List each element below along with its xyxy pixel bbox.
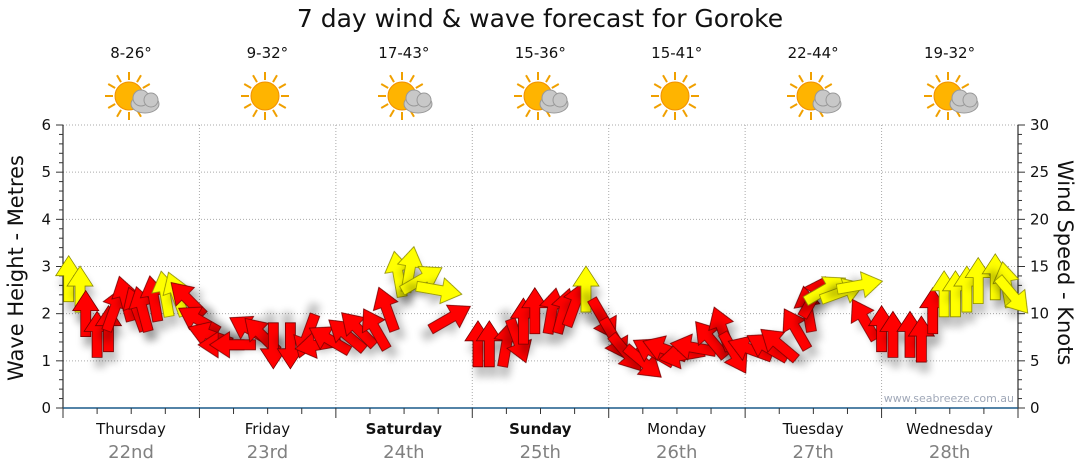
wind-arrow [521,287,549,335]
y-tick-label-right: 15 [1030,258,1049,276]
wind-arrow [361,308,392,352]
day-temperature: 15-41° [651,44,703,62]
wind-arrow [259,322,288,370]
y-tick-label-right: 30 [1030,116,1049,134]
day-temperature: 15-36° [514,44,566,62]
wind-arrow [993,274,1029,314]
y-tick-label-left: 2 [41,305,51,323]
day-date: 24th [383,442,425,463]
watermark: www.seabreeze.com.au [884,392,1014,405]
day-name: Sunday [509,420,572,438]
partly-cloudy-icon [514,72,569,120]
partly-cloudy-icon [377,72,433,120]
day-date: 22nd [108,442,154,463]
y-tick-label-right: 5 [1030,352,1040,370]
y-tick-label-right: 0 [1030,399,1040,417]
sun-icon [241,72,290,120]
day-temperature: 9-32° [246,44,289,62]
y-tick-label-right: 20 [1030,210,1049,228]
sun-icon [650,72,699,120]
y-tick-label-left: 1 [41,352,51,370]
day-name: Friday [244,420,291,438]
chart-title: 7 day wind & wave forecast for Goroke [296,4,784,33]
day-temperature: 19-32° [924,44,976,62]
day-name: Thursday [96,420,166,438]
partly-cloudy-icon [105,72,160,120]
y-axis-right-label: Wind Speed - Knots [1053,160,1077,366]
wind-arrow [66,265,94,313]
y-tick-label-right: 10 [1030,305,1049,323]
y-tick-label-right: 25 [1030,163,1049,181]
day-name: Saturday [365,420,443,438]
day-name: Wednesday [906,420,993,438]
y-tick-label-left: 3 [41,258,51,276]
wind-arrow [372,286,400,333]
y-tick-label-left: 6 [41,116,51,134]
day-temperature: 22-44° [787,44,839,62]
day-date: 23rd [246,442,289,463]
day-name: Tuesday [782,420,844,438]
y-tick-label-left: 0 [41,399,51,417]
wind-arrow [760,328,800,364]
y-tick-label-left: 4 [41,210,51,228]
y-tick-label-left: 5 [41,163,51,181]
wind-arrow [850,298,881,343]
day-temperature: 17-43° [378,44,430,62]
day-date: 25th [519,442,561,463]
day-date: 26th [656,442,698,463]
wind-arrow [72,289,100,338]
wind-arrow [835,271,884,299]
wind-arrow [415,277,463,305]
wind-arrow [427,304,471,335]
day-date: 28th [928,442,971,463]
day-temperature: 8-26° [110,44,152,62]
wind-arrow [475,320,504,368]
wind-arrow [208,331,256,359]
wind-arrow [572,265,600,313]
day-date: 27th [792,442,834,463]
y-axis-left-label: Wave Height - Metres [4,155,28,381]
partly-cloudy-icon [923,72,979,120]
partly-cloudy-icon [787,72,842,120]
day-name: Monday [647,420,707,438]
